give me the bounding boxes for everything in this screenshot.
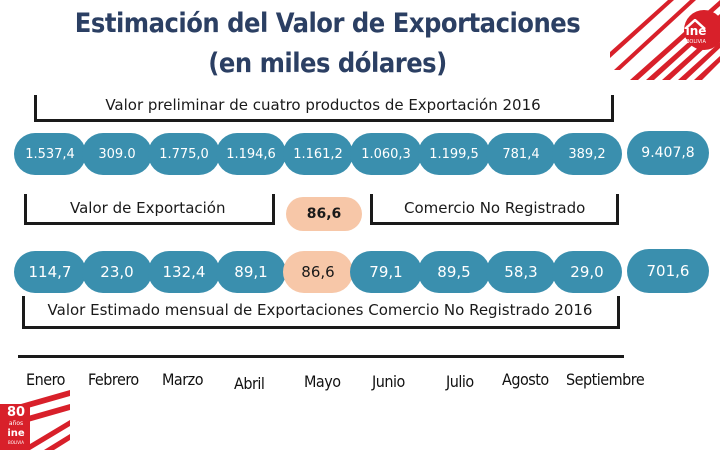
unregistered-trade-label: Comercio No Registrado [404,199,586,217]
month-label-7: Julio [446,372,474,391]
total-pill-row1: 9.407,8 [627,131,709,175]
month-label-4: Abril [234,374,265,393]
section1-bracket [34,95,614,122]
unregistered-trade-bracket [370,194,619,225]
monthly-pill-8: 58,3 [486,251,556,293]
export-value-bracket [24,194,275,225]
total-pill-row2: 701,6 [627,249,709,293]
value-pill-1: 1.537,4 [14,133,86,175]
monthly-pill-7: 89,5 [418,251,490,293]
ine-logo-stripes-top [610,0,720,80]
export-value-label: Valor de Exportación [70,199,226,217]
anniversary-number: 80 [6,405,26,420]
ine-logo-bottom-subtext: BOLIVIA [8,440,24,445]
value-pill-8: 781,4 [486,133,556,175]
monthly-pill-5-highlight: 86,6 [283,251,353,293]
ine-logo-subtext: BOLIVIA [686,39,706,45]
highlight-value: 86,6 [286,197,362,231]
month-label-6: Junio [372,372,405,391]
value-pill-2: 309.0 [82,133,152,175]
ine-logo-mark [684,14,706,30]
ine-logo-bottom-text: ine [7,428,25,439]
value-pill-5: 1.161,2 [283,133,353,175]
value-pill-9: 389,2 [552,133,622,175]
month-label-9: Septiembre [566,370,645,389]
monthly-pill-4: 89,1 [216,251,286,293]
monthly-pill-6: 79,1 [350,251,422,293]
month-label-1: Enero [26,370,65,389]
monthly-pill-3: 132,4 [148,251,220,293]
value-pill-4: 1.194,6 [216,133,286,175]
ine-logo-stripes-bottom [0,390,70,450]
month-label-2: Febrero [88,370,139,389]
page-title-line2: (en miles dólares) [208,48,447,79]
timeline-axis [18,355,624,358]
month-label-5: Mayo [304,372,341,391]
page-title-line1: Estimación del Valor de Exportaciones [74,8,581,39]
value-pill-7: 1.199,5 [418,133,490,175]
value-pill-6: 1.060,3 [350,133,422,175]
section1-label: Valor preliminar de cuatro productos de … [105,96,541,114]
month-label-8: Agosto [502,370,549,389]
value-pill-3: 1.775,0 [148,133,220,175]
monthly-pill-2: 23,0 [82,251,152,293]
monthly-estimate-label: Valor Estimado mensual de Exportaciones … [47,301,593,319]
ine-logo-text: ine [685,24,707,38]
anniversary-years: años [8,420,24,427]
monthly-pill-1: 114,7 [14,251,86,293]
monthly-pill-9: 29,0 [552,251,622,293]
month-label-3: Marzo [162,370,204,389]
monthly-estimate-bracket [22,296,620,329]
